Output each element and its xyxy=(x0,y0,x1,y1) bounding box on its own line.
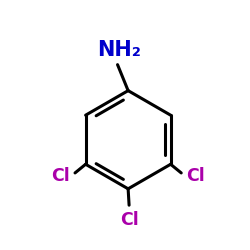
Text: Cl: Cl xyxy=(120,211,139,229)
Text: Cl: Cl xyxy=(186,167,205,185)
Text: NH₂: NH₂ xyxy=(98,40,142,60)
Text: Cl: Cl xyxy=(52,167,70,185)
